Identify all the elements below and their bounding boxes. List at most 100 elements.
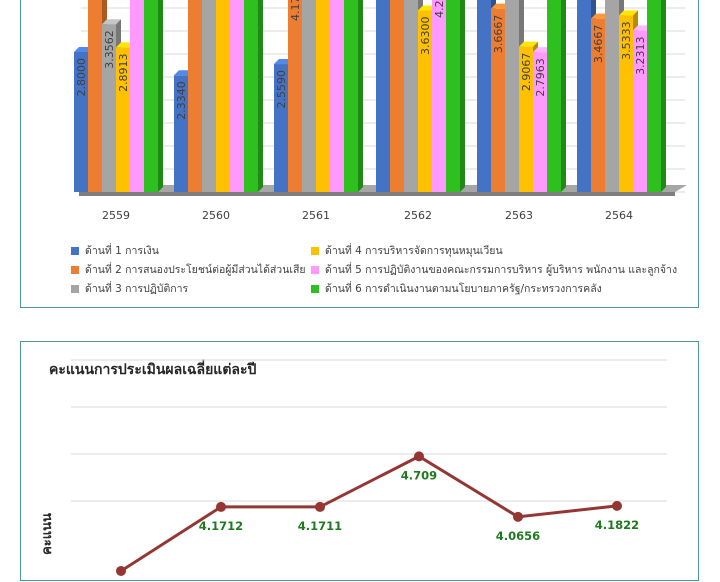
bar-data-label: 3.5333 <box>620 21 633 60</box>
bar-data-label: 3.3562 <box>103 30 116 69</box>
bar-front <box>188 0 202 192</box>
line-point <box>513 511 523 522</box>
bar-mark <box>647 0 666 192</box>
bar-data-label: 4.232 <box>433 0 446 18</box>
bar-data-label: 4.171 <box>289 0 302 21</box>
line-chart-title: คะแนนการประเมินผลเฉลี่ยแต่ละปี <box>49 359 257 378</box>
bar-front <box>533 52 547 193</box>
bar-category-label: 2560 <box>202 209 230 222</box>
line-data-label: 4.1711 <box>298 519 342 533</box>
bar-front <box>633 30 647 193</box>
legend-label-2: ด้านที่ 2 การสนองประโยชน์ต่อผู้มีส่วนได้… <box>85 264 306 276</box>
line-chart: คะแนนการประเมินผลเฉลี่ยแต่ละปีคะแนน3.489… <box>40 359 667 576</box>
bar-mark <box>547 0 566 192</box>
line-point <box>216 501 226 512</box>
bar-front <box>74 52 88 192</box>
line-chart-panel: คะแนนการประเมินผลเฉลี่ยแต่ละปีคะแนน3.489… <box>20 341 699 581</box>
bar-category-label: 2564 <box>605 209 633 222</box>
legend-item-2: ด้านที่ 2 การสนองประโยชน์ต่อผู้มีส่วนได้… <box>71 261 306 278</box>
bar-front <box>316 0 330 192</box>
bar-front <box>288 0 302 192</box>
bar-data-label: 3.6667 <box>492 15 505 54</box>
bar-data-label: 3.4667 <box>592 25 605 64</box>
legend-label-6: ด้านที่ 6 การดำเนินงานตามนโยบายภาครัฐ/กร… <box>325 283 602 295</box>
bar-front <box>216 0 230 192</box>
line-data-label: 4.0656 <box>496 529 540 543</box>
bar-mark <box>344 0 363 192</box>
legend-swatch-5 <box>311 265 319 274</box>
bar-data-label: 3.2313 <box>634 36 647 74</box>
bar-floor-edge <box>79 192 675 196</box>
bar-front <box>390 0 404 192</box>
legend-item-3: ด้านที่ 3 การปฏิบัติการ <box>71 280 188 297</box>
bar-data-label: 2.8000 <box>75 58 88 97</box>
bar-front <box>605 0 619 192</box>
bar-front <box>505 0 519 192</box>
bar-data-label: 3.6300 <box>419 17 432 56</box>
legend-item-1: ด้านที่ 1 การเงิน <box>71 242 159 259</box>
bar-category-label: 2561 <box>302 209 330 222</box>
bar-front <box>591 18 605 193</box>
bar-data-label: 2.8913 <box>117 53 130 91</box>
bar-front <box>88 0 102 192</box>
line-chart-ylabel: คะแนน <box>40 513 55 555</box>
line-series <box>120 454 618 573</box>
bar-front <box>130 0 144 192</box>
line-data-label: 4.1712 <box>199 519 243 533</box>
bar-front <box>302 0 316 192</box>
bar-front <box>491 8 505 193</box>
bar-side <box>460 0 465 192</box>
bar-chart-panel: 2.8000 3.3562 2.8913 2559 2.3340 2560 2.5590 4.… <box>20 0 699 308</box>
bar-front <box>202 0 216 192</box>
bar-side <box>561 0 566 192</box>
bar-top <box>619 10 638 16</box>
bar-front <box>244 0 258 192</box>
bar-front <box>547 0 561 192</box>
bar-front <box>577 0 591 192</box>
legend-swatch-3 <box>71 284 79 293</box>
legend-label-3: ด้านที่ 3 การปฏิบัติการ <box>85 283 189 295</box>
bar-front <box>116 47 130 193</box>
bar-front <box>102 24 116 192</box>
bar-front <box>344 0 358 192</box>
legend-swatch-6 <box>311 284 319 293</box>
bar-front <box>519 46 533 192</box>
bar-mark <box>446 0 465 192</box>
bar-front <box>619 15 633 193</box>
bar-front <box>230 0 244 192</box>
legend-swatch-4 <box>311 246 319 255</box>
legend-swatch-1 <box>71 246 79 255</box>
bar-front <box>274 64 288 192</box>
bar-data-label: 2.9067 <box>520 53 533 92</box>
bar-side <box>358 0 363 192</box>
bar-top <box>519 41 538 47</box>
bar-category-label: 2559 <box>102 209 130 222</box>
bar-front <box>477 0 491 192</box>
legend-item-5: ด้านที่ 5 การปฏิบัติงานของคณะกรรมการบริห… <box>311 261 677 278</box>
bar-front <box>330 0 344 192</box>
line-data-label: 4.1822 <box>595 518 639 532</box>
bar-front <box>144 0 158 192</box>
bar-mark <box>244 0 263 192</box>
line-point <box>612 500 622 511</box>
bar-side <box>258 0 263 192</box>
line-point <box>315 501 325 512</box>
bar-mark <box>144 0 163 192</box>
bar-front <box>432 0 446 193</box>
bar-side <box>661 0 666 192</box>
bar-front <box>446 0 460 192</box>
bar-front <box>647 0 661 192</box>
legend-label-1: ด้านที่ 1 การเงิน <box>85 245 159 257</box>
bar-data-label: 2.7963 <box>534 58 547 97</box>
bar-data-label: 2.5590 <box>275 70 288 109</box>
legend-swatch-2 <box>71 265 79 274</box>
legend-item-6: ด้านที่ 6 การดำเนินงานตามนโยบายภาครัฐ/กร… <box>311 280 602 297</box>
bar-category-label: 2562 <box>404 209 432 222</box>
line-data-label: 4.709 <box>401 468 437 482</box>
bar-front <box>418 10 432 192</box>
legend-item-4: ด้านที่ 4 การบริหารจัดการทุนหมุนเวียน <box>311 242 503 259</box>
bar-data-label: 2.3340 <box>175 81 188 120</box>
legend-label-4: ด้านที่ 4 การบริหารจัดการทุนหมุนเวียน <box>325 245 503 257</box>
legend-label-5: ด้านที่ 5 การปฏิบัติงานของคณะกรรมการบริห… <box>325 264 678 276</box>
